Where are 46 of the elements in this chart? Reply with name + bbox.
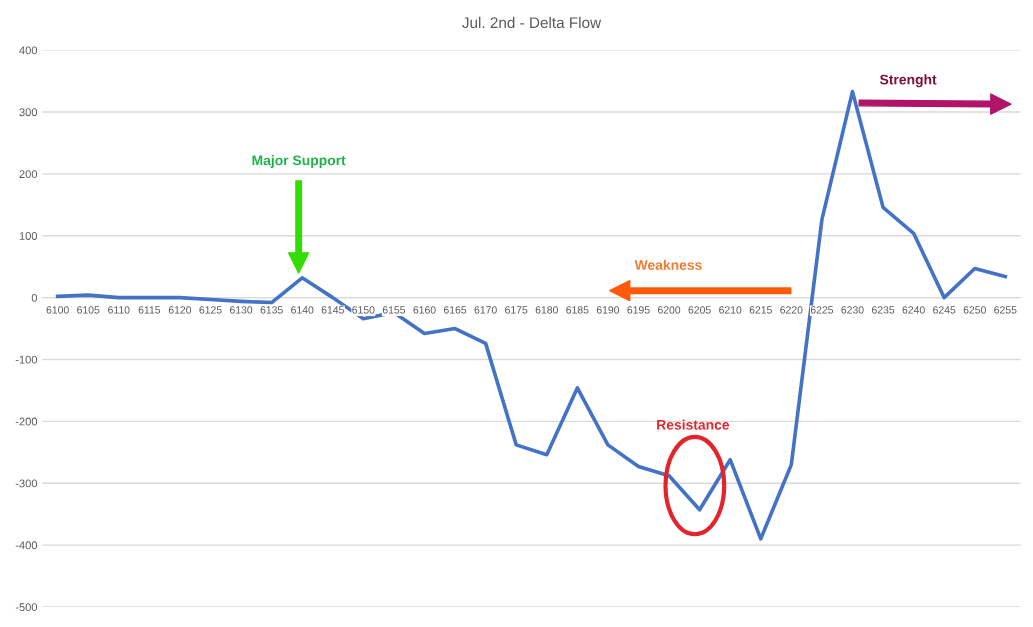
x-tick-label: 6220 [780, 306, 803, 314]
x-tick-label: 6165 [444, 306, 467, 314]
x-tick-label: 6105 [77, 306, 100, 314]
x-tick-label: 6240 [902, 306, 925, 314]
x-tick-label: 6180 [535, 306, 558, 314]
x-tick-label: 6175 [505, 306, 528, 314]
x-tick-label: 6110 [108, 306, 130, 314]
x-tick-label: 6130 [230, 306, 253, 314]
chart-title: Jul. 2nd - Delta Flow [462, 16, 602, 29]
x-tick-label: 6215 [749, 306, 772, 314]
y-tick-label: -400 [15, 541, 38, 550]
y-tick-label: -300 [15, 479, 38, 488]
x-tick-label: 6120 [168, 306, 192, 314]
annotation: Weakness [634, 259, 702, 270]
x-tick-label: 6185 [566, 306, 589, 314]
x-tick-label: 6190 [596, 306, 620, 314]
x-tick-label: 6250 [963, 306, 986, 314]
x-tick-label: 6205 [688, 306, 711, 314]
x-tick-label: 6210 [719, 306, 742, 314]
x-tick-label: 6200 [657, 306, 681, 314]
x-tick-label: 6145 [321, 306, 344, 314]
y-tick-label: 200 [19, 170, 38, 179]
x-tick-label: 6170 [474, 306, 497, 314]
x-tick-label: 6235 [871, 306, 895, 314]
x-tick-label: 6135 [260, 306, 283, 314]
y-tick-label: -100 [15, 355, 38, 364]
y-tick-label: 400 [19, 46, 38, 55]
x-tick-label: 6140 [291, 306, 314, 314]
y-tick-label: 300 [19, 108, 38, 117]
x-tick-label: 6225 [810, 306, 834, 314]
x-tick-label: 6100 [46, 306, 69, 314]
x-tick-label: 6195 [627, 306, 650, 314]
x-tick-label: 6245 [933, 306, 956, 314]
y-tick-label: 0 [31, 293, 38, 302]
x-tick-label: 6160 [413, 306, 436, 314]
y-tick-label: 100 [19, 232, 38, 240]
x-tick-label: 6255 [994, 306, 1017, 314]
annotation: Resistance [657, 419, 730, 430]
y-tick-label: -500 [15, 603, 38, 612]
x-tick-label: 6230 [841, 306, 864, 314]
x-tick-label: 6115 [138, 306, 161, 314]
x-tick-label: 6125 [199, 306, 222, 314]
x-tick-label: 6150 [352, 306, 375, 314]
y-tick-label: -200 [15, 417, 38, 426]
annotation: Major Support [252, 155, 346, 168]
annotation: Strenght [879, 74, 937, 88]
